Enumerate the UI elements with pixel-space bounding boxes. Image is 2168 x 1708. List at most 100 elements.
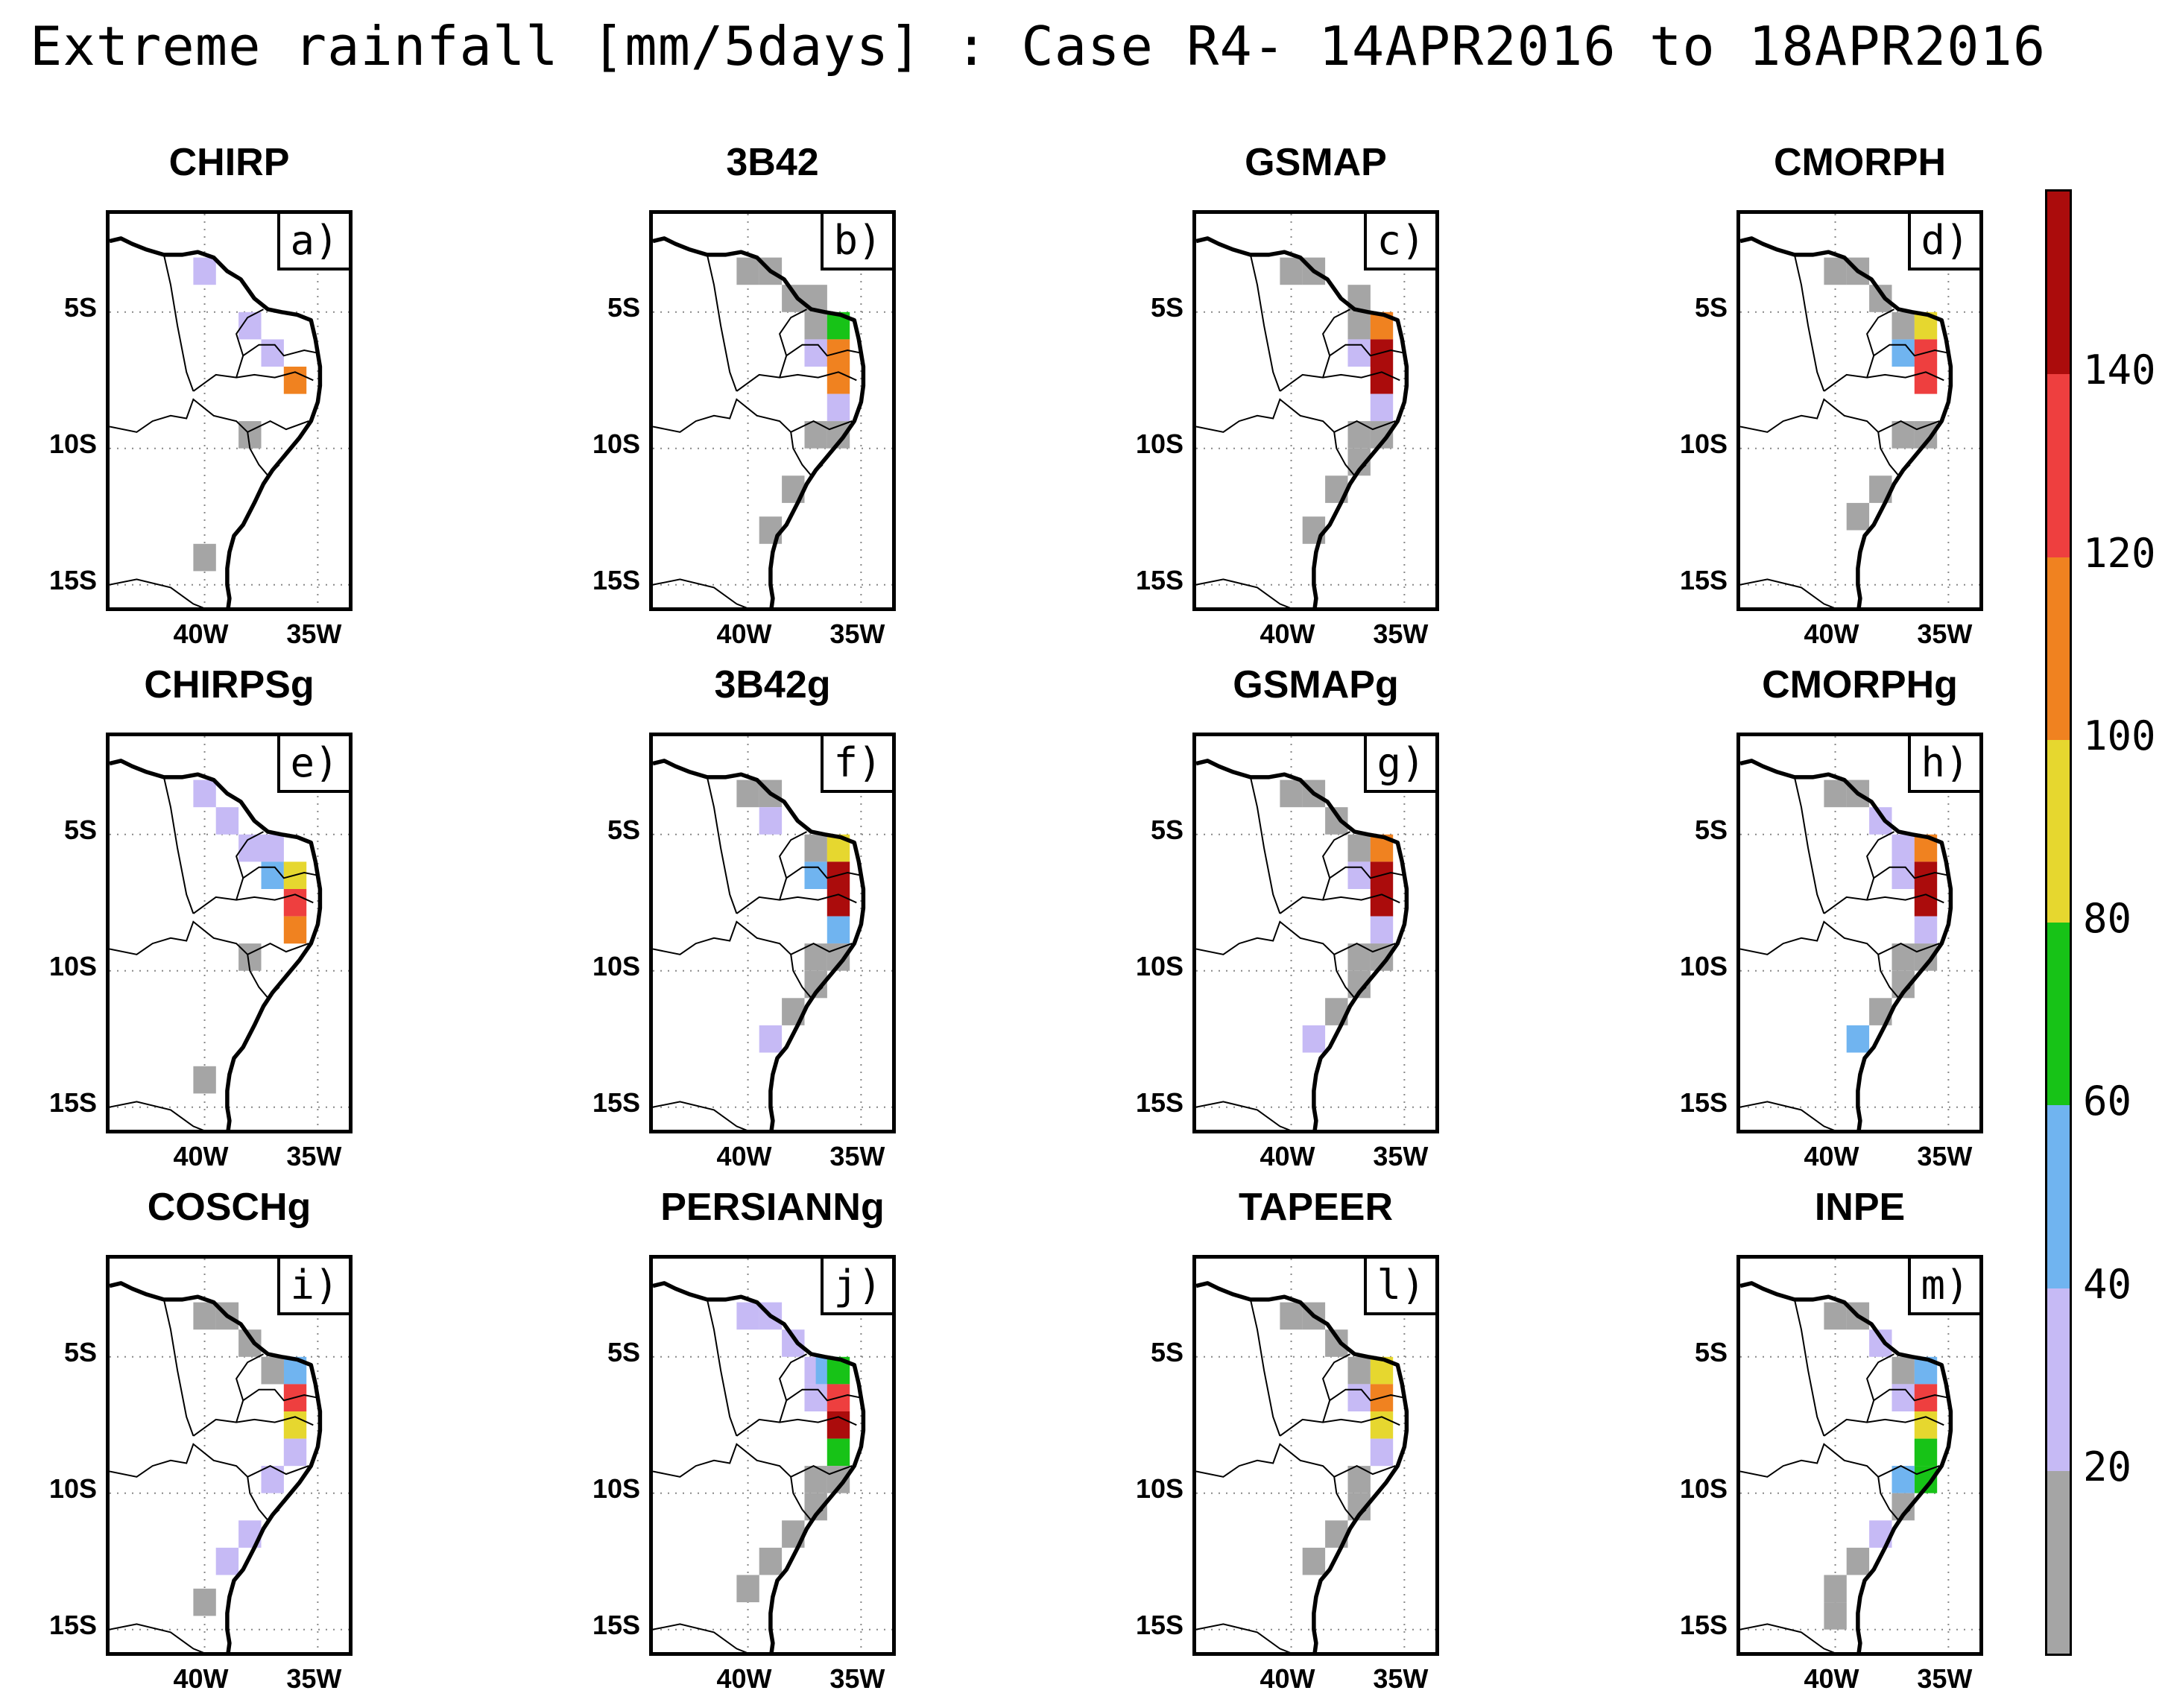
state-border bbox=[1823, 371, 1944, 392]
colorbar-segment bbox=[2047, 374, 2070, 557]
x-tick-label: 40W bbox=[1804, 1141, 1859, 1171]
colorbar-tick-label: 60 bbox=[2083, 1078, 2132, 1125]
state-border bbox=[653, 1623, 748, 1652]
y-tick-label: 15S bbox=[1679, 1087, 1728, 1118]
state-border bbox=[1740, 920, 1940, 956]
x-tick-label: 40W bbox=[716, 1663, 772, 1694]
state-border bbox=[1196, 920, 1396, 956]
rainfall-cell bbox=[759, 807, 783, 835]
x-tick-label: 40W bbox=[1260, 1141, 1315, 1171]
coastline bbox=[653, 236, 866, 607]
state-border bbox=[162, 776, 195, 914]
state-border bbox=[1196, 1101, 1291, 1130]
x-tick-label: 40W bbox=[716, 1141, 772, 1171]
panel-title: PERSIANNg bbox=[660, 1186, 885, 1229]
map-frame: j) bbox=[649, 1255, 896, 1656]
coastline bbox=[653, 759, 866, 1130]
map-canvas bbox=[110, 214, 349, 607]
state-border bbox=[653, 920, 853, 956]
rainfall-cell bbox=[1280, 779, 1303, 808]
y-tick-label: 15S bbox=[48, 1609, 97, 1640]
state-border bbox=[110, 1101, 204, 1130]
y-tick-label: 5S bbox=[1150, 291, 1183, 323]
rainfall-cell bbox=[1892, 1356, 1915, 1385]
map-canvas bbox=[110, 1259, 349, 1652]
y-tick-label: 15S bbox=[1135, 564, 1183, 595]
state-border bbox=[653, 1101, 748, 1130]
rainfall-cell bbox=[804, 861, 827, 889]
x-tick-label: 35W bbox=[286, 619, 342, 649]
rainfall-cell bbox=[1302, 1547, 1326, 1575]
y-tick-label: 5S bbox=[63, 814, 97, 845]
state-border bbox=[1740, 1101, 1835, 1130]
rainfall-cell bbox=[1892, 421, 1915, 449]
rainfall-cell bbox=[827, 393, 850, 422]
panel-title: 3B42 bbox=[726, 141, 819, 184]
y-tick-label: 10S bbox=[1679, 428, 1728, 459]
panel-label: c) bbox=[1364, 214, 1435, 271]
rainfall-cell bbox=[1347, 339, 1371, 367]
rainfall-cell bbox=[804, 834, 827, 862]
rainfall-cell bbox=[1347, 861, 1371, 889]
state-border bbox=[1196, 578, 1291, 607]
colorbar-segment bbox=[2047, 557, 2070, 740]
coastline bbox=[1196, 236, 1409, 607]
rainfall-cell bbox=[261, 834, 284, 862]
panel-title: CMORPH bbox=[1773, 141, 1947, 184]
state-border bbox=[1322, 309, 1350, 356]
rainfall-cell bbox=[1914, 1411, 1938, 1439]
state-border bbox=[110, 920, 309, 956]
state-border bbox=[110, 1443, 309, 1478]
state-border bbox=[192, 1416, 314, 1437]
state-border bbox=[236, 1388, 318, 1423]
panel-label: f) bbox=[821, 736, 892, 793]
rainfall-cell bbox=[193, 257, 216, 285]
coastline bbox=[653, 1281, 866, 1652]
rainfall-cell bbox=[1370, 1411, 1394, 1439]
state-border bbox=[236, 831, 264, 879]
y-tick-label: 10S bbox=[48, 950, 97, 981]
x-tick-label: 35W bbox=[1373, 619, 1429, 649]
rainfall-cell bbox=[1347, 1384, 1371, 1411]
map-frame: a) bbox=[106, 210, 353, 611]
rainfall-cell bbox=[1846, 1025, 1870, 1053]
y-tick-label: 10S bbox=[592, 428, 640, 459]
map-canvas bbox=[1740, 736, 1979, 1130]
rainfall-cell bbox=[827, 1438, 850, 1467]
state-border bbox=[236, 866, 318, 900]
rainfall-cell bbox=[1347, 311, 1371, 340]
state-border bbox=[779, 309, 807, 356]
rainfall-cell bbox=[827, 916, 850, 944]
map-frame: g) bbox=[1192, 733, 1439, 1133]
state-border bbox=[1279, 893, 1400, 914]
y-tick-label: 10S bbox=[48, 1473, 97, 1504]
x-tick-label: 35W bbox=[286, 1141, 342, 1171]
y-tick-label: 10S bbox=[1135, 950, 1183, 981]
figure-title: Extreme rainfall [mm/5days] : Case R4- 1… bbox=[30, 15, 2047, 78]
rainfall-cell bbox=[1824, 257, 1847, 285]
y-tick-label: 5S bbox=[607, 814, 640, 845]
state-border bbox=[653, 1443, 853, 1478]
rainfall-cell bbox=[261, 339, 284, 367]
rainfall-cell bbox=[1302, 516, 1326, 544]
colorbar-tick-label: 80 bbox=[2083, 895, 2132, 942]
rainfall-cell bbox=[804, 339, 827, 367]
state-border bbox=[1793, 776, 1825, 914]
rainfall-cell bbox=[193, 1588, 216, 1616]
rainfall-cell bbox=[804, 1384, 827, 1411]
rainfall-cell bbox=[261, 1466, 284, 1493]
y-tick-label: 10S bbox=[1679, 1473, 1728, 1504]
x-tick-label: 35W bbox=[1373, 1141, 1429, 1171]
y-tick-label: 5S bbox=[63, 1336, 97, 1367]
panel-title: CHIRP bbox=[168, 141, 290, 184]
rainfall-cell bbox=[261, 861, 284, 889]
state-border bbox=[1740, 1623, 1835, 1652]
rainfall-cell bbox=[1892, 1466, 1915, 1493]
rainfall-cell bbox=[827, 889, 850, 917]
y-tick-label: 5S bbox=[1694, 1336, 1728, 1367]
map-canvas bbox=[653, 1259, 892, 1652]
panel-label: e) bbox=[277, 736, 349, 793]
state-border bbox=[1866, 831, 1894, 879]
state-border bbox=[1866, 1353, 1894, 1401]
rainfall-cell bbox=[215, 1547, 239, 1575]
